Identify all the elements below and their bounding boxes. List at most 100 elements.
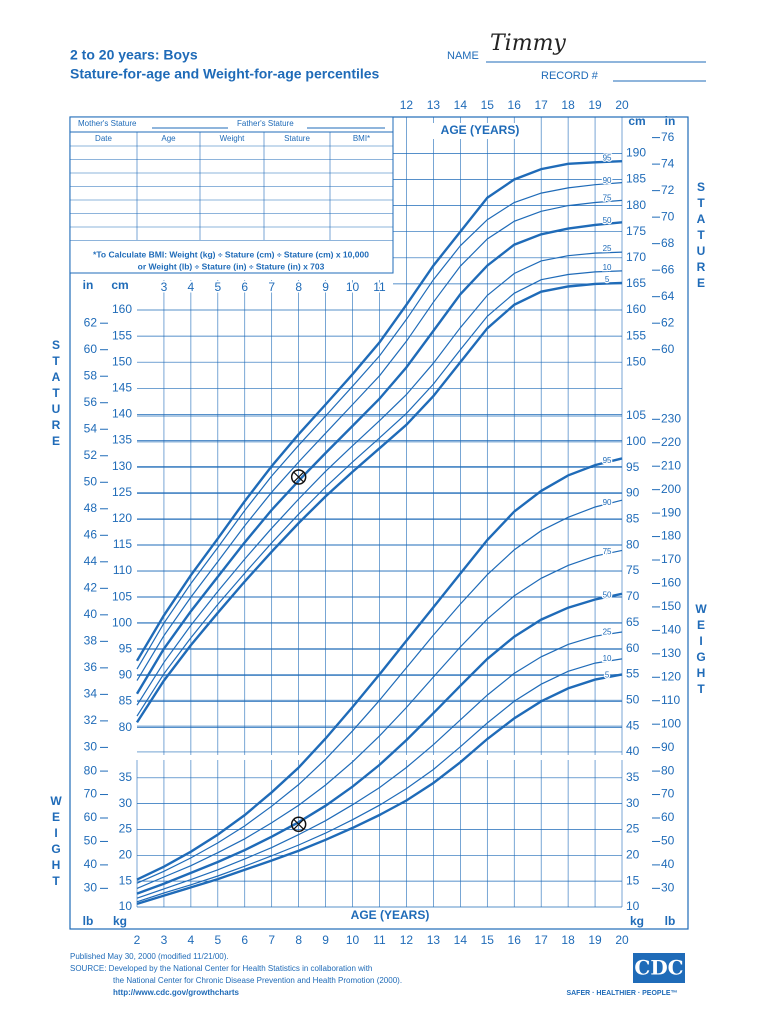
y2-tick-label: 38	[84, 634, 98, 648]
form-box	[69, 116, 394, 274]
x-tick-label: 6	[241, 280, 248, 294]
y2-tick-label: 50	[661, 834, 675, 848]
x-tick-label: 9	[322, 933, 329, 947]
record-label: RECORD #	[541, 70, 599, 82]
y2-tick-label: 100	[661, 716, 681, 730]
y2-tick-label: 220	[661, 435, 681, 449]
x-tick-label: 12	[400, 933, 414, 947]
x-tick-label: 7	[268, 280, 275, 294]
y2-tick-label: 40	[84, 857, 98, 871]
y-title: WEIGHT	[49, 794, 63, 890]
series-label: 90	[603, 176, 612, 185]
y2-tick-label: 110	[661, 693, 680, 707]
percentile-curve	[136, 251, 623, 706]
y2-tick-label: 80	[661, 763, 675, 777]
y2-tick-label: 50	[84, 834, 98, 848]
y2-tick-label: 60	[84, 342, 98, 356]
subtitle: Stature-for-age and Weight-for-age perce…	[70, 66, 380, 82]
y-tick-label: 190	[626, 146, 646, 160]
x-tick-label: 15	[481, 98, 495, 112]
bmi-note: or Weight (lb) ÷ Stature (in) ÷ Stature …	[138, 261, 325, 271]
x-label-box	[340, 908, 440, 924]
y-axis-label: kg	[113, 914, 127, 928]
x-tick-label: 13	[427, 98, 441, 112]
y2-tick-label: 60	[661, 810, 675, 824]
y2-tick-label: 76	[661, 130, 675, 144]
y2-tick-label: 42	[84, 580, 98, 594]
y-tick-label: 165	[626, 276, 646, 290]
y-tick-label: 30	[119, 796, 133, 810]
y2-axis-label: lb	[83, 914, 94, 928]
y2-tick-label: 58	[84, 368, 98, 382]
y-axis-label: kg	[630, 914, 644, 928]
y2-tick-label: 230	[661, 411, 681, 425]
y2-tick-label: 60	[661, 342, 675, 356]
y2-tick-label: 52	[84, 448, 98, 462]
y-tick-label: 70	[626, 589, 640, 603]
x-tick-label: 17	[534, 933, 548, 947]
y-tick-label: 130	[112, 459, 132, 473]
y-tick-label: 90	[626, 486, 640, 500]
series-label: 10	[603, 263, 612, 272]
percentile-curve	[136, 631, 623, 899]
footer-source: SOURCE: Developed by the National Center…	[70, 964, 373, 973]
y-title: STATURE	[49, 338, 63, 450]
y-tick-label: 160	[112, 302, 132, 316]
y-tick-label: 25	[626, 822, 640, 836]
y-tick-label: 10	[119, 899, 133, 913]
name-label: NAME	[447, 50, 479, 62]
y-tick-label: 20	[626, 847, 640, 861]
x-tick-label: 3	[161, 933, 168, 947]
series-label: 25	[603, 627, 612, 636]
x-tick-label: 10	[346, 280, 360, 294]
series-label: 50	[603, 216, 612, 225]
x-tick-label: 11	[373, 280, 386, 294]
y-tick-label: 145	[112, 380, 132, 394]
y-tick-label: 55	[626, 667, 640, 681]
title: 2 to 20 years: Boys	[70, 47, 198, 63]
y-tick-label: 170	[626, 250, 646, 264]
x-tick-label: 19	[588, 98, 602, 112]
x-tick-label: 19	[588, 933, 602, 947]
y2-tick-label: 70	[661, 787, 675, 801]
y-title: WEIGHT	[694, 602, 708, 698]
y2-tick-label: 74	[661, 156, 675, 170]
y2-tick-label: 72	[661, 183, 675, 197]
series-label: 95	[603, 153, 612, 162]
x-tick-label: 4	[188, 933, 195, 947]
y2-tick-label: 56	[84, 395, 98, 409]
y2-tick-label: 48	[84, 501, 98, 515]
x-tick-label: 16	[508, 933, 522, 947]
y-tick-label: 150	[112, 354, 132, 368]
y-tick-label: 140	[112, 407, 132, 421]
y-tick-label: 105	[626, 408, 646, 422]
measurement	[290, 816, 307, 833]
x-tick-label: 18	[561, 98, 575, 112]
percentile-curve	[136, 549, 623, 889]
y-tick-label: 10	[626, 899, 640, 913]
y2-tick-label: 140	[661, 623, 681, 637]
y2-tick-label: 130	[661, 646, 681, 660]
percentile-curve	[136, 658, 623, 903]
y-tick-label: 100	[112, 615, 132, 629]
y-tick-label: 20	[119, 847, 133, 861]
x-tick-label: 14	[454, 933, 468, 947]
x-tick-label: 14	[454, 98, 468, 112]
x-tick-label: 9	[322, 280, 329, 294]
y2-tick-label: 62	[84, 315, 98, 329]
y-tick-label: 45	[626, 718, 640, 732]
mother-label: Mother's Stature	[78, 119, 137, 128]
x-tick-label: 8	[295, 933, 302, 947]
percentile-curve	[136, 182, 623, 670]
y2-tick-label: 40	[661, 857, 675, 871]
y2-tick-label: 70	[661, 209, 675, 223]
x-tick-label: 16	[508, 98, 522, 112]
logo: CDC	[634, 956, 683, 980]
form-column: Weight	[220, 134, 246, 143]
series-label: 5	[605, 275, 610, 284]
y-tick-label: 85	[119, 694, 133, 708]
y2-tick-label: 30	[84, 740, 98, 754]
percentile-curve	[136, 199, 623, 681]
y-tick-label: 160	[626, 302, 646, 316]
y2-tick-label: 36	[84, 660, 98, 674]
